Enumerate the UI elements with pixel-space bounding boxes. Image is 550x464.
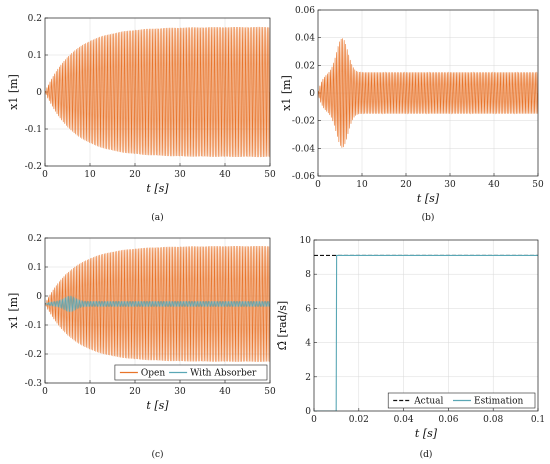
y-tick-label: -0.1 — [25, 321, 42, 331]
series-line-response — [45, 26, 270, 158]
x-axis-label: t [s] — [417, 192, 440, 205]
y-tick-label: 0.2 — [28, 14, 42, 24]
x-tick-label: 0 — [42, 387, 48, 397]
x-tick-label: 20 — [129, 170, 141, 180]
x-tick-label: 10 — [356, 180, 368, 190]
x-tick-label: 0.06 — [438, 415, 458, 425]
series-line-with-absorber — [45, 295, 270, 313]
legend-entry: With Absorber — [190, 369, 257, 379]
x-tick-label: 20 — [129, 387, 141, 397]
y-tick-label: 0 — [36, 292, 42, 302]
series-line-response — [318, 38, 538, 148]
y-tick-label: 4 — [305, 339, 311, 349]
x-axis-label: t [s] — [415, 427, 438, 440]
y-tick-label: -0.2 — [25, 350, 42, 360]
x-tick-label: 50 — [264, 387, 276, 397]
x-tick-label: 10 — [84, 387, 96, 397]
legend: Open With Absorber — [114, 364, 268, 381]
y-axis-label: x1 [m] — [7, 74, 20, 110]
legend-entry: Estimation — [474, 397, 523, 407]
y-tick-label: -0.2 — [25, 162, 42, 172]
y-tick-label: -0.3 — [25, 379, 43, 389]
x-tick-label: 0 — [311, 415, 317, 425]
y-tick-label: -0.06 — [292, 172, 315, 182]
x-tick-label: 0.02 — [349, 415, 369, 425]
panel-d: 0 0.02 0.04 0.06 0.08 0.1 0 2 4 6 8 10 t [s] Ω̂ [rad/… — [276, 236, 545, 460]
y-tick-label: -0.1 — [25, 125, 42, 135]
y-tick-label: 0.1 — [28, 51, 42, 61]
x-tick-label: 0.04 — [394, 415, 414, 425]
y-tick-label: 0 — [36, 88, 42, 98]
x-tick-label: 40 — [488, 180, 500, 190]
y-tick-label: 0.1 — [28, 263, 42, 273]
y-axis-label: x1 [m] — [7, 293, 20, 329]
x-tick-label: 30 — [174, 170, 186, 180]
plot-frame — [44, 17, 271, 167]
x-tick-label: 30 — [174, 387, 186, 397]
x-tick-label: 0.08 — [483, 415, 503, 425]
y-tick-label: 8 — [305, 270, 311, 280]
panel-a: 0 10 20 30 40 50 -0.2 -0.1 0 0.1 0.2 t [s] x1 [m] (a) — [7, 14, 276, 223]
legend-entry: Actual — [413, 397, 443, 407]
x-tick-label: 10 — [84, 170, 96, 180]
y-tick-label: 0 — [305, 407, 311, 417]
y-tick-label: 0.04 — [295, 34, 315, 44]
y-tick-label: -0.02 — [292, 117, 315, 127]
panel-caption: (d) — [420, 449, 433, 460]
y-tick-label: 2 — [305, 373, 311, 383]
x-tick-label: 40 — [219, 170, 231, 180]
legend: Actual Estimation — [387, 392, 536, 409]
y-tick-label: 0 — [309, 89, 315, 99]
y-axis-label: x1 [m] — [280, 75, 293, 111]
series-line-estimation — [314, 254, 538, 411]
y-axis-label: Ω̂ [rad/s] — [276, 301, 289, 350]
x-axis-label: t [s] — [146, 182, 169, 195]
legend-box — [114, 364, 268, 381]
x-tick-label: 20 — [400, 180, 412, 190]
y-tick-label: 10 — [300, 236, 312, 246]
y-tick-label: 0.06 — [295, 6, 315, 16]
x-tick-label: 0.1 — [531, 415, 545, 425]
y-tick-label: 6 — [305, 304, 311, 314]
x-tick-label: 30 — [444, 180, 456, 190]
x-tick-label: 40 — [219, 387, 231, 397]
panel-caption: (b) — [422, 212, 435, 223]
x-tick-label: 50 — [532, 180, 544, 190]
plot-frame — [317, 9, 539, 177]
x-tick-label: 0 — [315, 180, 321, 190]
x-tick-label: 0 — [42, 170, 48, 180]
panel-c: 0 10 20 30 40 50 -0.3 -0.2 -0.1 0 0.1 0.2 t [s] x1 [m… — [7, 234, 276, 460]
x-tick-label: 50 — [264, 170, 276, 180]
y-tick-label: 0.2 — [28, 234, 42, 244]
plot-frame — [44, 237, 271, 384]
legend-entry: Open — [141, 369, 165, 379]
panel-caption: (a) — [151, 212, 163, 223]
x-axis-label: t [s] — [146, 399, 169, 412]
plot-frame — [313, 239, 539, 412]
panel-b: 0 10 20 30 40 50 -0.06 -0.04 -0.02 0 0.02 0.04 0.06 t… — [280, 6, 544, 223]
panel-caption: (c) — [151, 449, 163, 460]
y-tick-label: -0.04 — [292, 144, 315, 154]
y-tick-label: 0.02 — [295, 61, 315, 71]
